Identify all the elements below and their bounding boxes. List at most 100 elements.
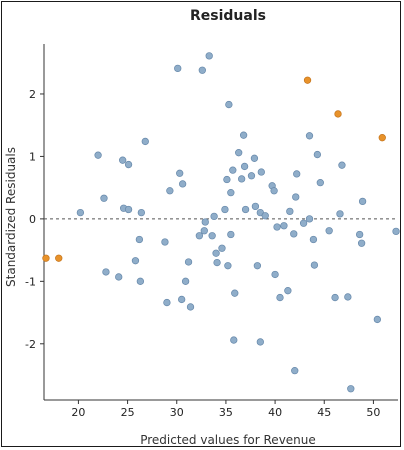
data-point [181, 277, 190, 285]
data-point [221, 205, 229, 214]
data-point [392, 227, 400, 236]
data-point [347, 385, 355, 393]
data-point [257, 168, 265, 176]
x-axis-label: Predicted values for Revenue [140, 433, 316, 447]
data-point [141, 137, 149, 146]
data-point [205, 52, 213, 60]
data-point [239, 131, 248, 139]
data-point [229, 166, 237, 174]
data-points [42, 52, 400, 393]
data-point [201, 218, 209, 226]
data-point [178, 295, 186, 304]
data-point [256, 338, 264, 346]
data-point [119, 156, 127, 164]
data-point [331, 293, 339, 302]
highlight-point [303, 76, 312, 84]
y-tick-label: 0 [29, 213, 36, 226]
data-point [213, 258, 221, 267]
chart-title: Residuals [190, 8, 266, 24]
highlight-point [55, 254, 63, 262]
data-point [200, 227, 208, 235]
data-point [102, 268, 110, 276]
data-point [253, 262, 262, 270]
data-point [137, 208, 146, 217]
data-point [247, 172, 256, 180]
data-point [231, 289, 239, 297]
data-point [286, 207, 294, 216]
data-point [198, 66, 206, 74]
y-tick-label: -2 [25, 338, 36, 351]
data-point [316, 179, 324, 187]
data-point [291, 366, 299, 375]
data-point [131, 257, 140, 265]
data-point [299, 219, 308, 227]
data-point [161, 238, 169, 246]
data-point [227, 230, 235, 239]
data-point [230, 336, 238, 344]
x-tick-label: 20 [71, 406, 85, 419]
data-point [271, 270, 279, 279]
data-point [336, 210, 344, 218]
data-point [293, 170, 301, 178]
data-point [373, 315, 382, 324]
highlight-point [378, 134, 386, 142]
data-point [212, 249, 220, 257]
data-point [124, 205, 133, 214]
data-point [163, 298, 171, 307]
data-point [218, 244, 226, 252]
data-point [251, 202, 260, 211]
x-tick-label: 45 [317, 406, 331, 419]
data-point [250, 154, 259, 162]
highlight-point [42, 254, 50, 262]
highlight-point [334, 110, 342, 118]
data-point [210, 212, 218, 221]
data-point [76, 208, 85, 217]
x-tick-label: 30 [170, 406, 184, 419]
data-point [166, 187, 174, 195]
data-point [309, 235, 318, 244]
y-axis-label-group: Standardized Residuals [4, 147, 18, 287]
data-point [223, 175, 231, 184]
data-point [313, 150, 322, 159]
x-tick-label: 25 [121, 406, 135, 419]
data-point [356, 230, 364, 239]
data-point [292, 193, 300, 201]
x-tick-label: 40 [268, 406, 282, 419]
data-point [358, 197, 367, 206]
data-point [237, 175, 246, 183]
data-point [270, 187, 278, 195]
data-point [227, 188, 235, 197]
data-point [136, 277, 145, 285]
y-tick-label: -1 [25, 275, 36, 288]
data-point [344, 293, 352, 301]
data-point [225, 100, 233, 109]
data-point [224, 262, 232, 270]
x-tick-label: 50 [366, 406, 380, 419]
data-point [195, 232, 204, 240]
data-point [94, 151, 102, 159]
data-point [186, 303, 195, 311]
data-point [284, 287, 292, 295]
data-point [290, 230, 298, 238]
data-point [305, 215, 314, 223]
data-point [178, 180, 187, 188]
data-point [338, 161, 346, 169]
y-axis-label: Standardized Residuals [4, 147, 18, 287]
data-point [273, 223, 281, 231]
data-point [325, 227, 333, 235]
data-point [310, 261, 319, 269]
axes: -2 -1 0 1 2 20 25 30 35 40 45 50 [25, 44, 398, 419]
y-tick-label: 2 [29, 88, 36, 101]
data-point [241, 205, 250, 214]
data-point [100, 194, 108, 202]
y-tick-label: 1 [29, 150, 36, 163]
data-point [115, 273, 123, 281]
data-point [357, 239, 366, 247]
data-point [135, 235, 144, 244]
data-point [208, 232, 216, 240]
data-point [124, 160, 133, 169]
data-point [184, 258, 193, 266]
x-tick-label: 35 [219, 406, 233, 419]
